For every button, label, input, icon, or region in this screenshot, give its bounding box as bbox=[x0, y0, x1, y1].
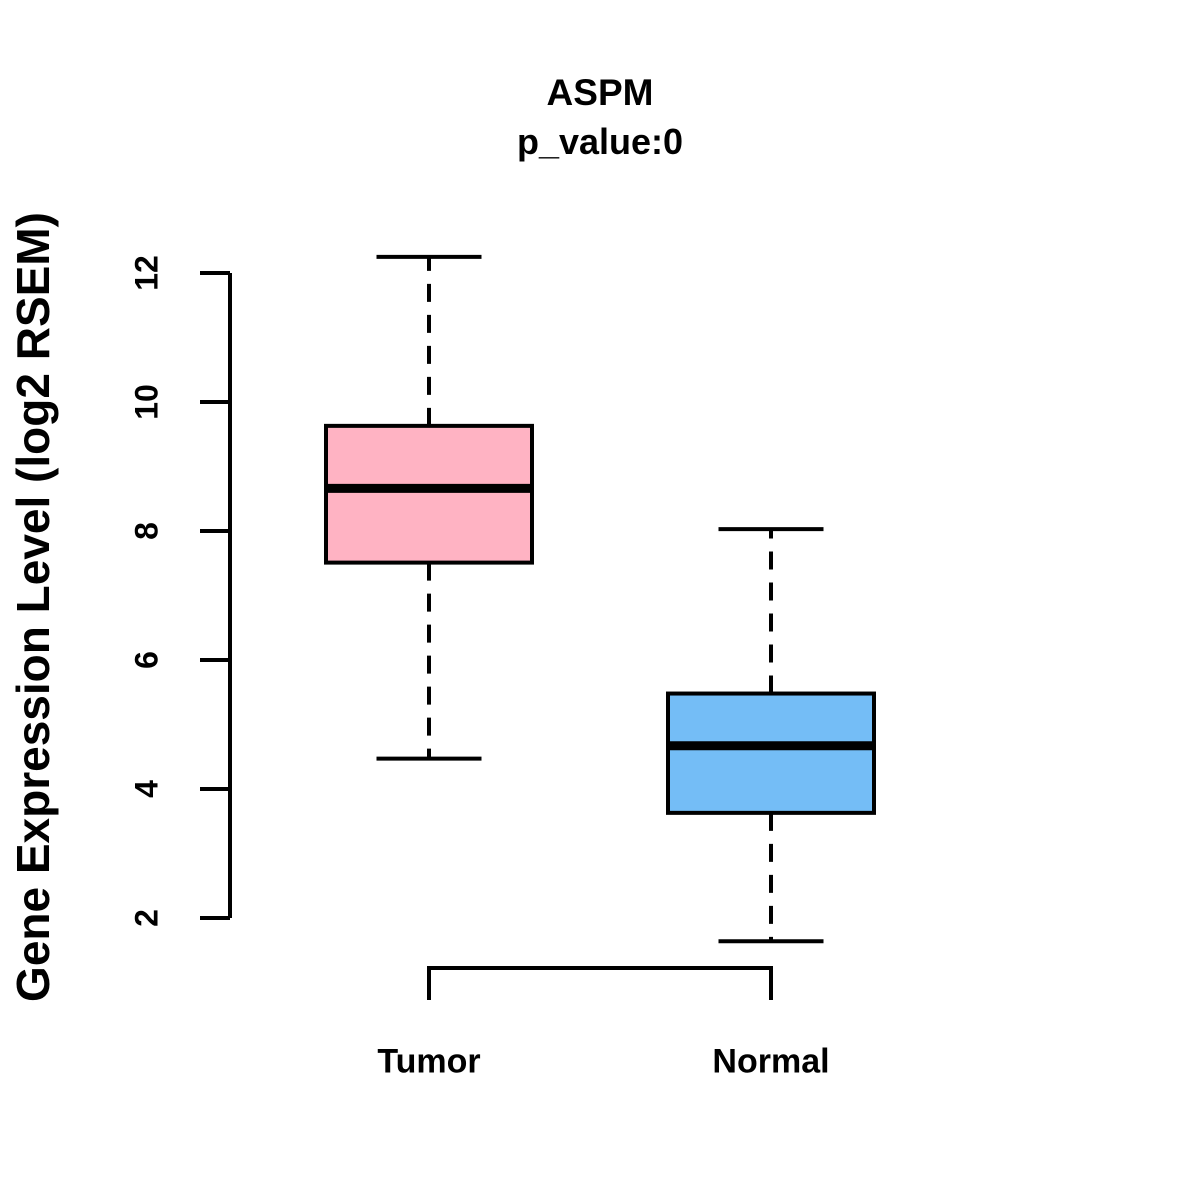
chart-subtitle: p_value:0 bbox=[516, 121, 684, 162]
x-axis-bracket bbox=[427, 966, 773, 1000]
y-tick-label: 8 bbox=[128, 522, 165, 540]
y-tick-label: 6 bbox=[128, 651, 165, 669]
y-tick-label: 10 bbox=[128, 384, 165, 420]
y-tick-label: 4 bbox=[128, 780, 165, 798]
y-tick-label: 12 bbox=[128, 255, 165, 291]
chart-title: ASPM bbox=[546, 72, 654, 113]
normal-box bbox=[666, 691, 876, 815]
title-block: ASPM p_value:0 bbox=[0, 70, 1200, 168]
x-category-label-tumor: Tumor bbox=[377, 1042, 481, 1081]
y-tick-label: 2 bbox=[128, 909, 165, 927]
tumor-box bbox=[324, 423, 534, 565]
x-category-label-normal: Normal bbox=[712, 1042, 830, 1081]
